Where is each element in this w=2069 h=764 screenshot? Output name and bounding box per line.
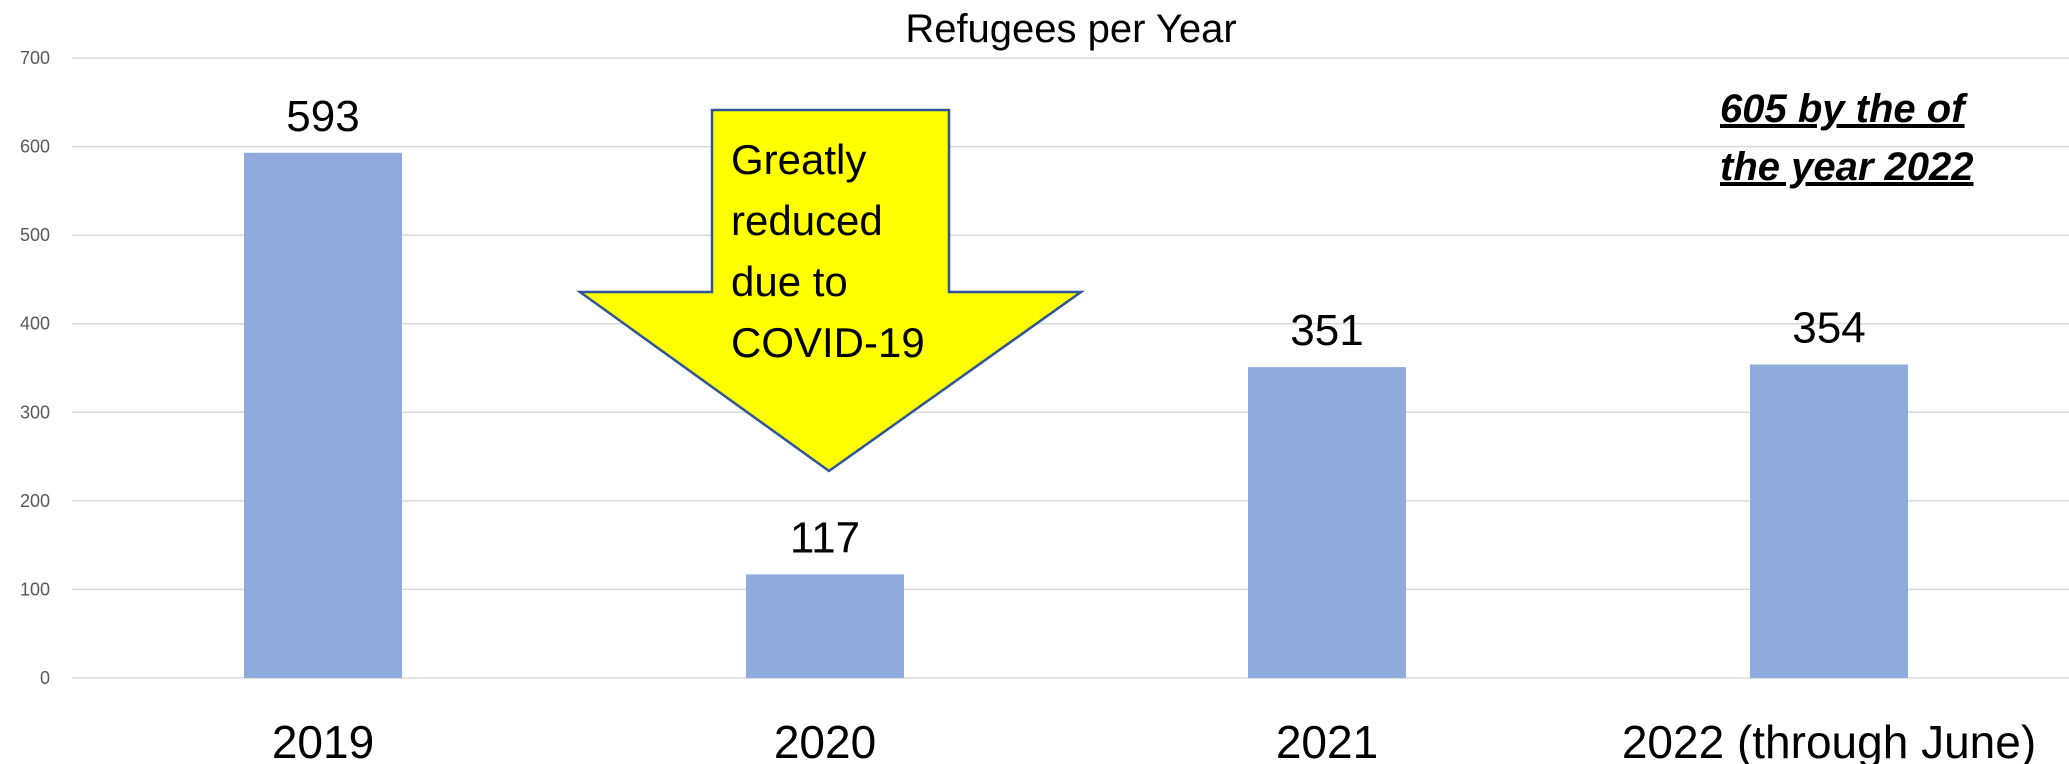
y-tick-label: 400 [20,314,50,334]
y-axis-ticks: 0 100 200 300 400 500 600 700 [20,48,50,688]
bar [746,574,904,678]
bar [244,153,402,678]
y-tick-label: 300 [20,402,50,422]
callout-line-2: reduced [731,197,883,244]
data-label: 354 [1792,303,1865,352]
y-tick-label: 0 [40,668,50,688]
x-tick-label: 2020 [774,716,876,764]
data-labels: 593 117 351 354 [286,92,1865,563]
callout-line-4: COVID-19 [731,319,925,366]
note-line-1: 605 by the of [1720,87,1968,131]
y-tick-label: 100 [20,579,50,599]
year-end-note: 605 by the of the year 2022 [1720,87,1974,189]
data-label: 593 [286,92,359,141]
bars [244,153,1908,678]
note-line-2: the year 2022 [1720,145,1974,189]
y-tick-label: 600 [20,137,50,157]
bar [1750,364,1908,678]
x-tick-label: 2019 [272,716,374,764]
y-tick-label: 500 [20,225,50,245]
y-tick-label: 200 [20,491,50,511]
callout-line-1: Greatly [731,136,866,183]
y-tick-label: 700 [20,48,50,68]
data-label: 117 [790,513,860,562]
bar [1248,367,1406,678]
x-tick-label: 2021 [1276,716,1378,764]
x-tick-label: 2022 (through June) [1622,716,2036,764]
chart-title: Refugees per Year [905,7,1236,51]
callout-line-3: due to [731,258,848,305]
data-label: 351 [1290,306,1363,355]
x-axis-ticks: 2019 2020 2021 2022 (through June) [272,716,2036,764]
covid-callout: Greatly reduced due to COVID-19 [580,110,1081,471]
